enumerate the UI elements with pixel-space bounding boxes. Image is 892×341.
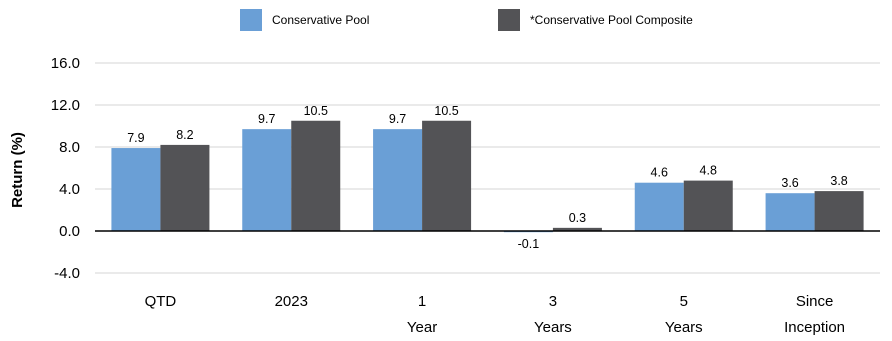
data-labels: 7.9 8.2 9.7 10.5 9.7 10.5 -0.1 0.3 4.6 4.8 3.6 3.8 bbox=[127, 104, 848, 251]
y-tick-label: 12.0 bbox=[51, 97, 80, 114]
data-label: 10.5 bbox=[434, 104, 458, 118]
x-tick-label: QTD bbox=[145, 293, 177, 310]
data-label: 3.6 bbox=[781, 176, 798, 190]
bars bbox=[111, 120, 864, 233]
data-label: -0.1 bbox=[518, 237, 540, 251]
legend: Conservative Pool *Conservative Pool Comp… bbox=[240, 9, 693, 31]
x-tick-label-line: 2023 bbox=[275, 293, 308, 310]
y-tick-label: -4.0 bbox=[54, 265, 80, 282]
x-tick-label-line: QTD bbox=[145, 293, 177, 310]
data-label: 10.5 bbox=[304, 104, 328, 118]
data-label: 4.8 bbox=[700, 164, 717, 178]
x-tick-label: 5 Years bbox=[665, 293, 703, 336]
legend-label: *Conservative Pool Composite bbox=[530, 13, 693, 27]
data-label: 9.7 bbox=[258, 112, 275, 126]
legend-swatch bbox=[498, 9, 520, 31]
y-tick-label: 0.0 bbox=[59, 223, 80, 240]
x-tick-label-line: Years bbox=[665, 319, 703, 336]
x-tick-label-line: 5 bbox=[680, 293, 688, 310]
bar bbox=[552, 227, 602, 231]
data-label: 4.6 bbox=[651, 166, 668, 180]
x-tick-label-line: Year bbox=[407, 319, 437, 336]
data-label: 8.2 bbox=[176, 128, 193, 142]
x-tick-label-line: 1 bbox=[418, 293, 426, 310]
x-tick-label-line: Since bbox=[796, 293, 834, 310]
x-tick-label: 2023 bbox=[275, 293, 308, 310]
y-tick-label: 8.0 bbox=[59, 139, 80, 156]
bar bbox=[634, 182, 684, 231]
data-label: 0.3 bbox=[569, 211, 586, 225]
data-label: 3.8 bbox=[830, 174, 847, 188]
bar bbox=[291, 120, 341, 231]
x-tick-label-line: Years bbox=[534, 319, 572, 336]
bar bbox=[683, 180, 733, 231]
x-axis: QTD 2023 1 Year 3 Years 5 Years Since Inception bbox=[145, 293, 845, 336]
data-label: 7.9 bbox=[127, 131, 144, 145]
x-tick-label-line: Inception bbox=[784, 319, 845, 336]
y-axis: 16.0 12.0 8.0 4.0 0.0 -4.0 bbox=[51, 55, 80, 282]
grid-lines bbox=[95, 62, 880, 274]
bar bbox=[422, 120, 472, 231]
x-tick-label: Since Inception bbox=[784, 293, 845, 336]
legend-swatch bbox=[240, 9, 262, 31]
y-tick-label: 4.0 bbox=[59, 181, 80, 198]
x-tick-label: 3 Years bbox=[534, 293, 572, 336]
bar bbox=[242, 129, 292, 231]
legend-label: Conservative Pool bbox=[272, 13, 369, 27]
data-label: 9.7 bbox=[389, 112, 406, 126]
bar bbox=[160, 144, 210, 231]
bar bbox=[765, 193, 815, 231]
y-axis-title: Return (%) bbox=[9, 132, 26, 208]
bar bbox=[111, 148, 161, 231]
x-tick-label-line: 3 bbox=[549, 293, 557, 310]
bar bbox=[373, 129, 423, 231]
bar bbox=[814, 191, 864, 231]
x-tick-label: 1 Year bbox=[407, 293, 437, 336]
y-tick-label: 16.0 bbox=[51, 55, 80, 72]
